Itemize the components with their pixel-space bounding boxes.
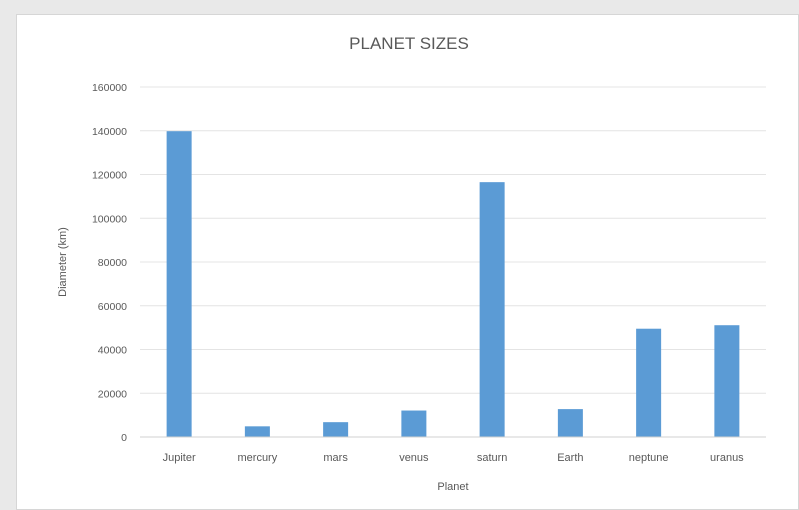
y-axis-ticks: 0 20000 40000 60000 80000 100000 120000 140000 1… [92,82,127,444]
x-tick-label: uranus [710,452,744,464]
x-tick-label: mercury [238,452,278,464]
x-tick-label: Earth [557,452,583,464]
bar-saturn [479,182,505,437]
y-tick-label: 40000 [98,345,127,357]
bar-uranus [714,325,740,437]
y-tick-label: 100000 [92,213,127,225]
x-tick-label: venus [399,452,429,464]
gridlines [140,86,766,394]
y-tick-label: 0 [121,432,127,444]
x-axis-title: Planet [437,481,468,493]
x-tick-label: neptune [629,452,669,464]
y-tick-label: 140000 [92,126,127,138]
bar-mars [323,422,349,437]
y-tick-label: 160000 [92,82,127,94]
x-tick-label: mars [323,452,348,464]
chart-title: PLANET SIZES [349,34,469,53]
y-tick-label: 20000 [98,388,127,400]
x-tick-label: Jupiter [163,452,196,464]
x-tick-label: saturn [477,452,508,464]
bar-earth [557,409,583,437]
y-tick-label: 60000 [98,301,127,313]
x-axis-ticks: Jupiter mercury mars venus saturn Earth neptun… [163,452,745,464]
bar-neptune [636,328,662,437]
bar-venus [401,410,427,437]
bar-mercury [244,426,270,437]
bar-jupiter [166,131,192,437]
y-axis-title: Diameter (km) [57,227,69,297]
y-tick-label: 80000 [98,257,127,269]
y-tick-label: 120000 [92,170,127,182]
bars [166,131,740,437]
